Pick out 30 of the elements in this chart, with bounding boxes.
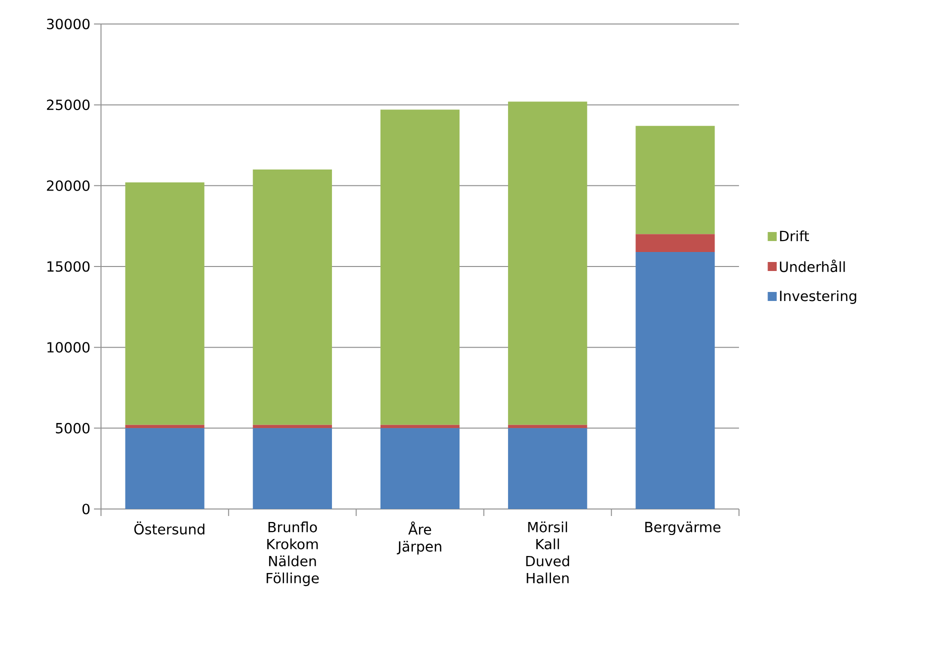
legend-label: Investering <box>780 290 856 304</box>
bar <box>636 126 715 234</box>
bar <box>125 428 204 509</box>
x-tick-label: Brunflo Krokom Nälden Föllinge <box>266 522 319 586</box>
bar <box>636 234 715 252</box>
x-tick-label: Bergvärme <box>645 522 720 536</box>
bar <box>508 424 588 428</box>
legend-label: Underhåll <box>780 260 845 272</box>
bar <box>252 424 332 428</box>
bar <box>125 182 204 425</box>
y-tick-label: 5000 <box>56 422 90 434</box>
x-tick-label: Åre Järpen <box>396 522 442 554</box>
y-tick-label: 20000 <box>46 180 90 191</box>
bar <box>252 170 332 425</box>
y-tick-label: 0 <box>82 504 90 514</box>
x-tick-label: Mörsil Kall Duved Hallen <box>526 522 570 584</box>
y-tick-label: 25000 <box>46 100 90 110</box>
bar <box>380 428 460 509</box>
legend-label: Drift <box>780 230 809 242</box>
bar <box>508 102 588 425</box>
y-tick-label: 15000 <box>47 261 90 272</box>
bar <box>636 252 715 509</box>
bar <box>252 428 332 509</box>
bar <box>380 110 460 425</box>
x-tick-label: Östersund <box>134 522 204 535</box>
bar <box>380 424 460 428</box>
y-tick-label: 30000 <box>47 18 90 30</box>
y-tick-label: 10000 <box>47 342 90 353</box>
bar <box>508 428 588 509</box>
bar <box>125 424 204 428</box>
